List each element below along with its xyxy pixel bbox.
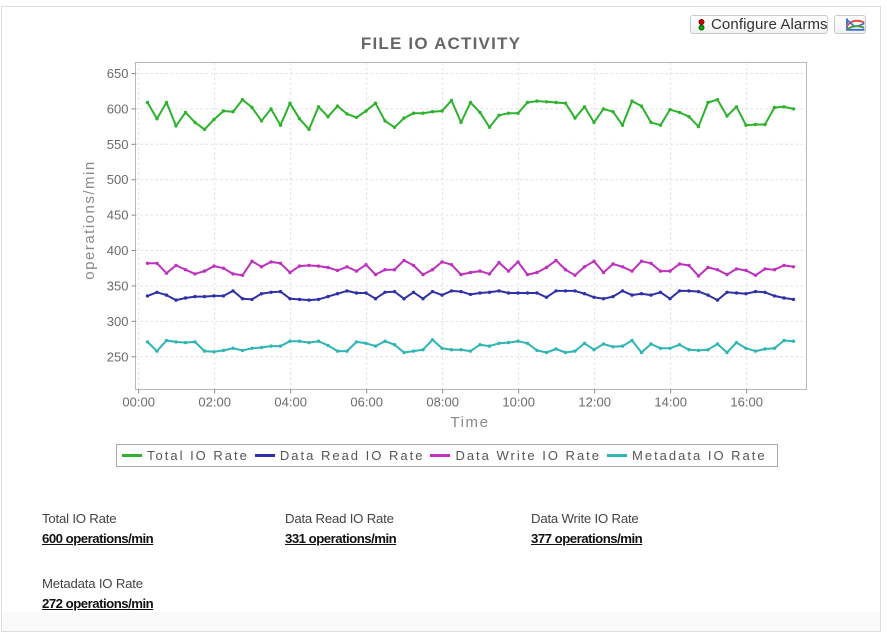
svg-text:14:00: 14:00 [654,395,687,410]
svg-text:06:00: 06:00 [350,395,383,410]
svg-text:600: 600 [107,101,129,116]
svg-text:00:00: 00:00 [122,395,155,410]
svg-text:operations/min: operations/min [81,160,98,279]
svg-text:650: 650 [107,66,129,81]
svg-text:Time: Time [450,414,489,431]
svg-text:400: 400 [107,243,129,258]
svg-text:250: 250 [107,349,129,364]
svg-text:16:00: 16:00 [730,395,763,410]
svg-text:300: 300 [107,314,129,329]
svg-text:350: 350 [107,278,129,293]
svg-text:450: 450 [107,208,129,223]
svg-text:08:00: 08:00 [426,395,459,410]
svg-text:04:00: 04:00 [274,395,307,410]
svg-text:500: 500 [107,172,129,187]
svg-text:12:00: 12:00 [578,395,611,410]
svg-text:550: 550 [107,137,129,152]
svg-text:02:00: 02:00 [198,395,231,410]
svg-text:10:00: 10:00 [502,395,535,410]
